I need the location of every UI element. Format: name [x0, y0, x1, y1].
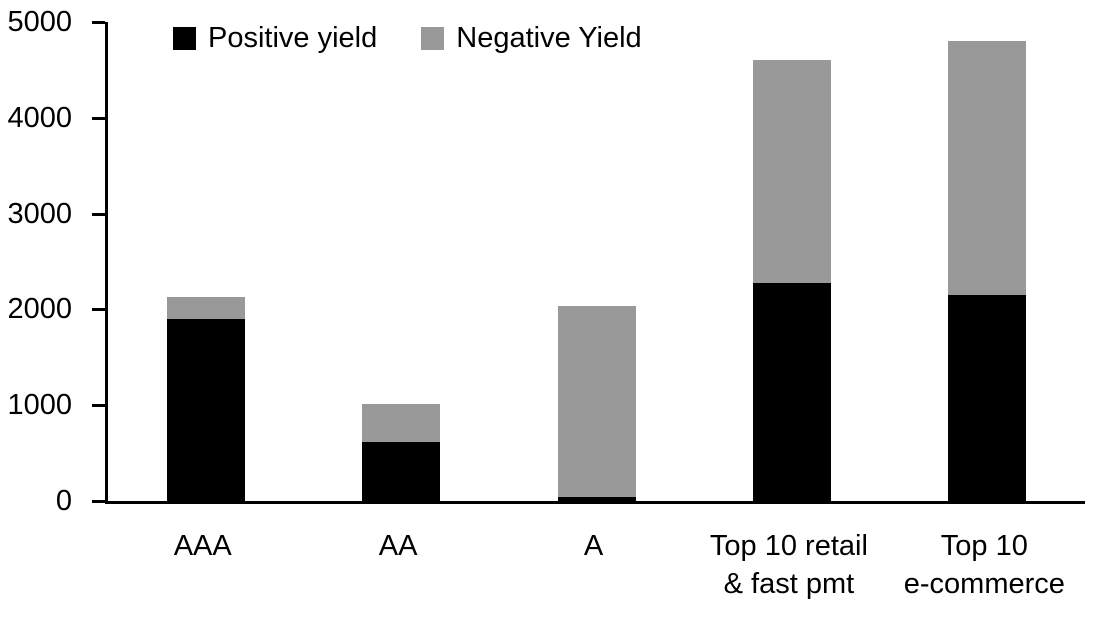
category-slot	[499, 22, 694, 501]
legend-item: Negative Yield	[421, 20, 642, 56]
legend-label: Negative Yield	[456, 22, 642, 54]
x-tick-label: Top 10 e-commerce	[887, 527, 1082, 603]
bar-segment-negative	[557, 305, 636, 498]
x-tick-label-line: AAA	[173, 530, 232, 562]
legend-swatch	[421, 26, 445, 50]
y-tick-label: 4000	[7, 101, 72, 134]
plot-area	[105, 22, 1085, 504]
legend: Positive yield Negative Yield	[173, 20, 642, 56]
y-tick-label: 3000	[7, 197, 72, 230]
y-tick-mark	[92, 116, 105, 120]
x-tick-label-line: & fast pmt	[723, 568, 855, 600]
x-tick-label-line: AA	[378, 530, 418, 562]
x-tick-label-line: e-commerce	[903, 568, 1065, 600]
x-axis-labels: AAA AA A Top 10 retail & fast pmt Top 10 e-com…	[105, 527, 1082, 603]
y-tick-mark	[92, 212, 105, 216]
bar-segment-positive	[362, 442, 441, 501]
category-slot	[890, 22, 1085, 501]
bar	[166, 297, 245, 501]
x-tick-label: Top 10 retail & fast pmt	[691, 527, 886, 603]
category-slot	[108, 22, 303, 501]
y-tick-mark	[92, 308, 105, 312]
x-tick-label-line: A	[583, 530, 604, 562]
bar-segment-negative	[166, 297, 245, 319]
category-slot	[694, 22, 889, 501]
legend-swatch	[173, 26, 196, 50]
y-tick-mark	[92, 404, 105, 408]
y-tick-label: 2000	[7, 293, 72, 326]
bar	[362, 404, 441, 501]
y-tick-mark	[92, 21, 105, 24]
bar-segment-negative	[362, 404, 441, 443]
bar	[752, 60, 831, 501]
bar-segment-negative	[752, 60, 831, 283]
bar-segment-negative	[948, 41, 1027, 296]
x-tick-label: A	[496, 527, 691, 603]
x-tick-label: AA	[300, 527, 495, 603]
bar-segment-positive	[752, 282, 831, 501]
legend-label: Positive yield	[208, 22, 378, 54]
category-slot	[303, 22, 498, 501]
bar-segment-positive	[557, 497, 636, 501]
y-tick-label: 1000	[7, 389, 72, 422]
y-tick-label: 0	[55, 485, 72, 517]
bar	[948, 41, 1027, 501]
bar	[557, 305, 636, 501]
bar-segment-positive	[166, 318, 245, 501]
x-tick-label-line: Top 10 retail	[709, 530, 868, 562]
x-tick-label: AAA	[105, 527, 300, 603]
y-tick-label: 5000	[7, 6, 72, 38]
legend-item: Positive yield	[173, 20, 377, 56]
x-tick-label-line: Top 10	[940, 530, 1028, 562]
bar-segment-positive	[948, 295, 1027, 501]
y-tick-mark	[92, 500, 105, 503]
